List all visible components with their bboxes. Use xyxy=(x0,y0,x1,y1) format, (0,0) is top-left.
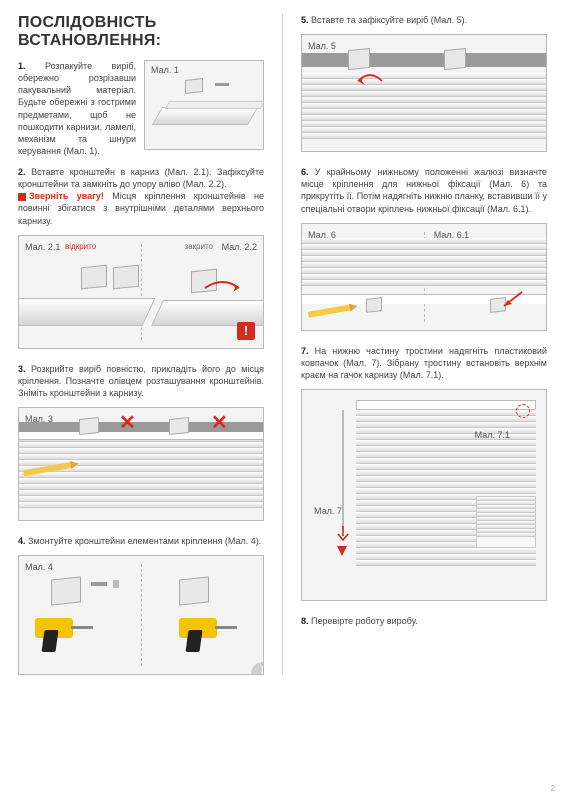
page-number: 2 xyxy=(551,784,555,793)
fig4-label: Мал. 4 xyxy=(25,562,53,572)
closed-label: закрито xyxy=(184,242,213,251)
step3-num: 3. xyxy=(18,364,26,374)
arrow-icon xyxy=(203,278,243,298)
step6-num: 6. xyxy=(301,167,309,177)
open-label: відкрито xyxy=(65,242,96,251)
warning-badge-icon: ! xyxy=(237,322,255,340)
fig1-label: Мал. 1 xyxy=(151,65,179,75)
fig3-label: Мал. 3 xyxy=(25,414,53,424)
x-mark-icon: ✕ xyxy=(119,410,136,435)
step4-num: 4. xyxy=(18,536,26,546)
drill-icon xyxy=(35,618,95,658)
figure-6: Мал. 6 Мал. 6.1 xyxy=(301,223,547,331)
fig71-label: Мал. 7.1 xyxy=(475,430,510,440)
overlay-arrow-icon xyxy=(251,662,264,675)
step5-num: 5. xyxy=(301,15,309,25)
arrow-icon xyxy=(496,288,526,312)
step8-text: 8. Перевірте роботу виробу. xyxy=(301,615,547,627)
figure-4: Мал. 4 xyxy=(18,555,264,675)
page-title: ПОСЛІДОВНІСТЬ ВСТАНОВЛЕННЯ: xyxy=(18,14,264,50)
figure-3: Мал. 3 ✕ ✕ xyxy=(18,407,264,521)
wand-icon xyxy=(342,410,344,530)
figure-7: Мал. 7 Мал. 7.1 xyxy=(301,389,547,601)
figure-2: Мал. 2.1 відкрито закрито Мал. 2.2 ! xyxy=(18,235,264,349)
fig21-label: Мал. 2.1 xyxy=(25,242,60,252)
step8-num: 8. xyxy=(301,616,309,626)
step6-text: 6. У крайньому нижньому положенні жалюзі… xyxy=(301,166,547,215)
step2-text: 2. Вставте кронштейн в карниз (Мал. 2.1)… xyxy=(18,166,264,227)
fig6-label: Мал. 6 xyxy=(308,230,336,240)
warning-square-icon xyxy=(18,193,26,201)
arrow-down-icon xyxy=(334,526,352,542)
wand-tip-icon xyxy=(337,546,347,556)
drill-icon xyxy=(179,618,239,658)
x-mark-icon: ✕ xyxy=(211,410,228,435)
step3-text: 3. Розкрийте виріб повністю, прикладіть … xyxy=(18,363,264,399)
step7-text: 7. На нижню частину тростини надягніть п… xyxy=(301,345,547,381)
step7-num: 7. xyxy=(301,346,309,356)
fig61-label: Мал. 6.1 xyxy=(434,230,469,240)
step5-text: 5. Вставте та зафіксуйте виріб (Мал. 5). xyxy=(301,14,547,26)
pencil-icon xyxy=(308,304,352,318)
step1-num: 1. xyxy=(18,61,26,71)
left-column: ПОСЛІДОВНІСТЬ ВСТАНОВЛЕННЯ: 1. Розпакуйт… xyxy=(18,14,264,675)
fig5-label: Мал. 5 xyxy=(308,41,336,51)
fig22-label: Мал. 2.2 xyxy=(222,242,257,252)
step4-text: 4. Змонтуйте кронштейни елементами кріпл… xyxy=(18,535,264,547)
figure-5: Мал. 5 xyxy=(301,34,547,152)
step2-num: 2. xyxy=(18,167,26,177)
fig7-label: Мал. 7 xyxy=(314,506,342,516)
figure-1: Мал. 1 xyxy=(144,60,264,150)
column-divider xyxy=(282,14,283,675)
step1-text: 1. Розпакуйте виріб, обережно розрізавши… xyxy=(18,60,136,160)
arrow-icon xyxy=(356,67,386,85)
warning-bold: Зверніть увагу! xyxy=(29,191,104,201)
right-column: 5. Вставте та зафіксуйте виріб (Мал. 5).… xyxy=(301,14,547,675)
